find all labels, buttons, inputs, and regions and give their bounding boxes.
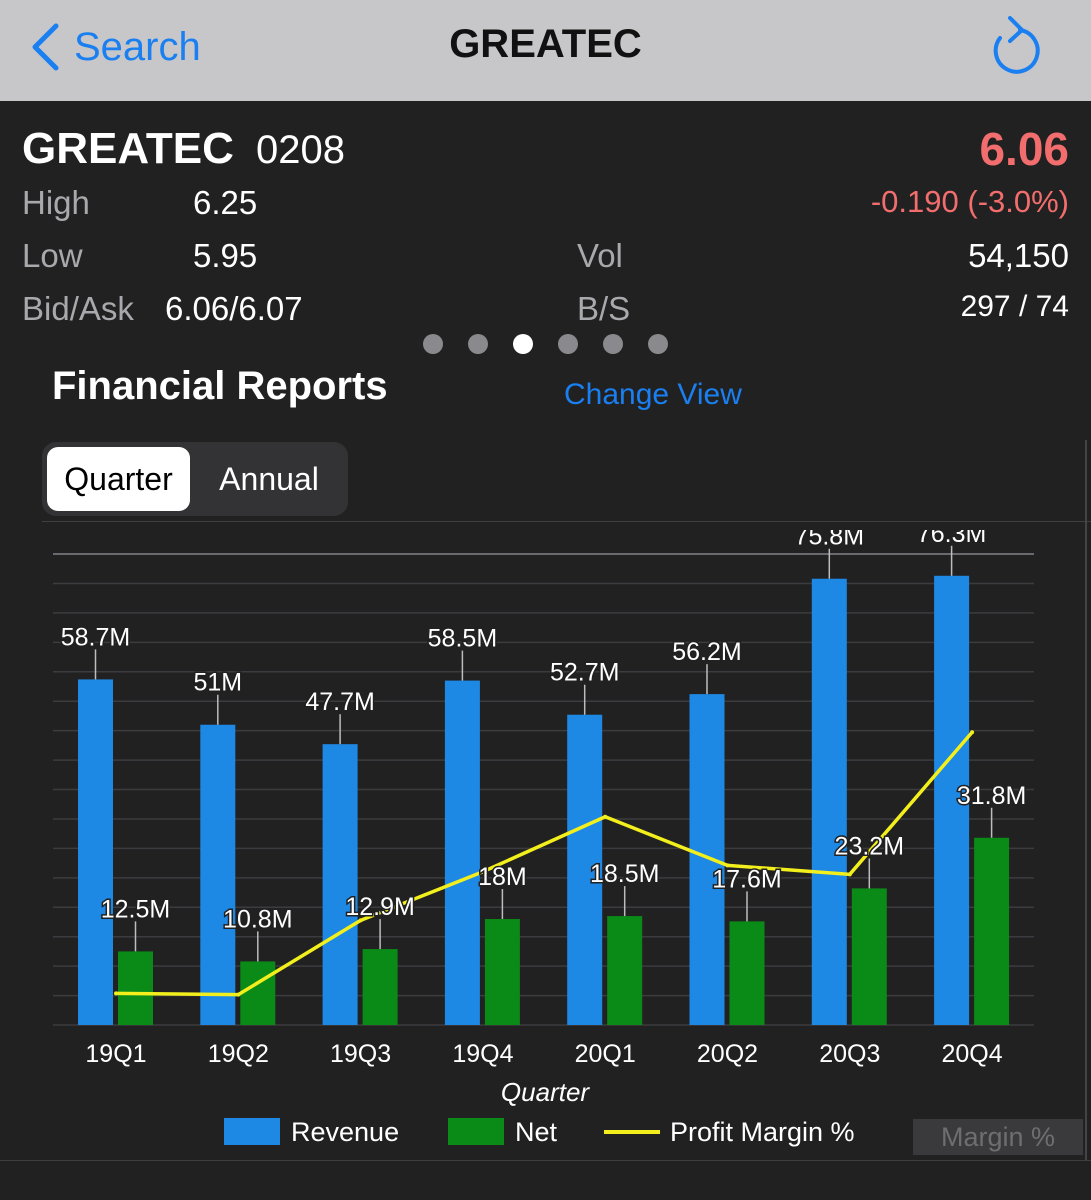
revenue-data-label: 58.7M (61, 623, 130, 651)
revenue-bar (689, 694, 725, 1025)
x-tick-label: 19Q2 (208, 1040, 269, 1068)
legend-revenue-swatch (224, 1118, 280, 1145)
tab-annual[interactable]: Annual (219, 461, 319, 497)
page-dot-6[interactable] (648, 334, 668, 354)
high-label: High (22, 184, 90, 221)
page-title: GREATEC (449, 22, 642, 66)
profit-margin-point (603, 814, 608, 819)
legend-revenue-label: Revenue (291, 1117, 399, 1147)
net-data-label: 31.8M (957, 782, 1026, 810)
vol-label: Vol (577, 237, 623, 274)
profit-margin-point (847, 872, 852, 877)
net-data-label: 12.5M (101, 895, 170, 923)
net-data-label: 17.6M (712, 865, 781, 893)
page-dot-1[interactable] (423, 334, 443, 354)
chevron-left-icon (32, 23, 59, 71)
last-price: 6.06 (979, 123, 1069, 175)
net-bar (240, 961, 276, 1025)
revenue-bar (811, 578, 847, 1025)
page-dot-5[interactable] (603, 334, 623, 354)
low-value: 5.95 (193, 237, 258, 274)
revenue-bar (78, 679, 113, 1025)
chart-line (114, 730, 975, 997)
profit-margin-line (115, 731, 974, 997)
period-segmented-control: Quarter Annual (42, 442, 348, 516)
stock-name: GREATEC (22, 124, 234, 173)
revenue-data-label: 58.5M (428, 625, 497, 653)
chart-data-labels: 58.7M 12.5M 51M 10.8M 47.7M 12.9M 58.5M 18M 52.7… (59, 530, 1028, 962)
revenue-bar (934, 575, 970, 1025)
divider (0, 1160, 1091, 1161)
chart-bars (78, 575, 1010, 1025)
profit-margin-point (970, 730, 975, 735)
x-tick-label: 19Q1 (85, 1040, 146, 1068)
revenue-data-label: 56.2M (672, 638, 741, 666)
profit-margin-point (358, 918, 363, 923)
revenue-bar (567, 714, 603, 1025)
profit-margin-point (725, 863, 730, 868)
page-dot-3[interactable] (513, 334, 533, 354)
tab-quarter[interactable]: Quarter (47, 447, 190, 511)
back-button[interactable]: Search (30, 22, 201, 72)
legend-margin-label: Profit Margin % (670, 1117, 855, 1147)
change-view-link[interactable]: Change View (564, 378, 742, 411)
net-data-label: 18M (478, 863, 527, 891)
revenue-data-label: 47.7M (305, 688, 374, 716)
page-indicator (423, 334, 693, 354)
price-change: -0.190 (-3.0%) (870, 184, 1069, 219)
x-tick-label: 20Q3 (819, 1040, 880, 1068)
legend-net-swatch (448, 1118, 504, 1145)
x-tick-label: 20Q1 (575, 1040, 636, 1068)
revenue-data-label: 51M (193, 669, 242, 697)
x-tick-label: 20Q4 (942, 1040, 1003, 1068)
chart-legend: Revenue Net Profit Margin % (224, 1117, 855, 1147)
x-axis-title: Quarter (501, 1077, 590, 1107)
net-data-label: 18.5M (590, 860, 659, 888)
margin-percent-badge[interactable]: Margin % (913, 1119, 1083, 1155)
net-data-label: 10.8M (223, 905, 292, 933)
x-tick-label: 19Q4 (452, 1040, 513, 1068)
revenue-bar (322, 744, 358, 1025)
revenue-data-label: 52.7M (550, 659, 619, 687)
net-bar (729, 921, 765, 1025)
bs-label: B/S (577, 290, 631, 327)
net-bar (851, 888, 887, 1025)
vol-value: 54,150 (968, 237, 1069, 274)
high-value: 6.25 (193, 184, 258, 221)
page-dot-4[interactable] (558, 334, 578, 354)
revenue-data-label: 76.3M (917, 530, 986, 548)
profit-margin-point (236, 992, 241, 997)
revenue-bar (444, 680, 480, 1025)
revenue-bar (200, 724, 236, 1025)
net-bar (607, 916, 643, 1025)
net-data-label: 23.2M (835, 832, 904, 860)
section-title: Financial Reports (52, 364, 388, 408)
chart-grid (53, 553, 1034, 1026)
navigation-bar: Search GREATEC (0, 0, 1091, 101)
x-tick-label: 19Q3 (330, 1040, 391, 1068)
back-label: Search (74, 24, 201, 69)
bidask-value: 6.06/6.07 (165, 290, 303, 327)
net-bar (118, 951, 153, 1025)
net-bar (484, 919, 520, 1025)
profit-margin-point (114, 991, 118, 996)
low-label: Low (22, 237, 83, 274)
profit-margin-point (480, 869, 485, 874)
x-tick-label: 20Q2 (697, 1040, 758, 1068)
chart-axis: 19Q1 19Q2 19Q3 19Q4 20Q1 20Q2 20Q3 20Q4 (85, 1040, 1002, 1068)
scroll-indicator (1085, 440, 1087, 1160)
stock-code: 0208 (256, 128, 345, 172)
revenue-data-label: 75.8M (795, 530, 864, 551)
bidask-label: Bid/Ask (22, 290, 134, 327)
page-dot-2[interactable] (468, 334, 488, 354)
net-bar (362, 949, 398, 1025)
divider (42, 521, 1091, 522)
net-data-label: 12.9M (345, 893, 414, 921)
legend-net-label: Net (515, 1117, 558, 1147)
bs-value: 297 / 74 (960, 290, 1069, 323)
refresh-icon[interactable] (982, 12, 1044, 82)
net-bar (974, 837, 1010, 1025)
financial-chart: 58.7M 12.5M 51M 10.8M 47.7M 12.9M 58.5M 18M 52.7… (53, 530, 1034, 1147)
